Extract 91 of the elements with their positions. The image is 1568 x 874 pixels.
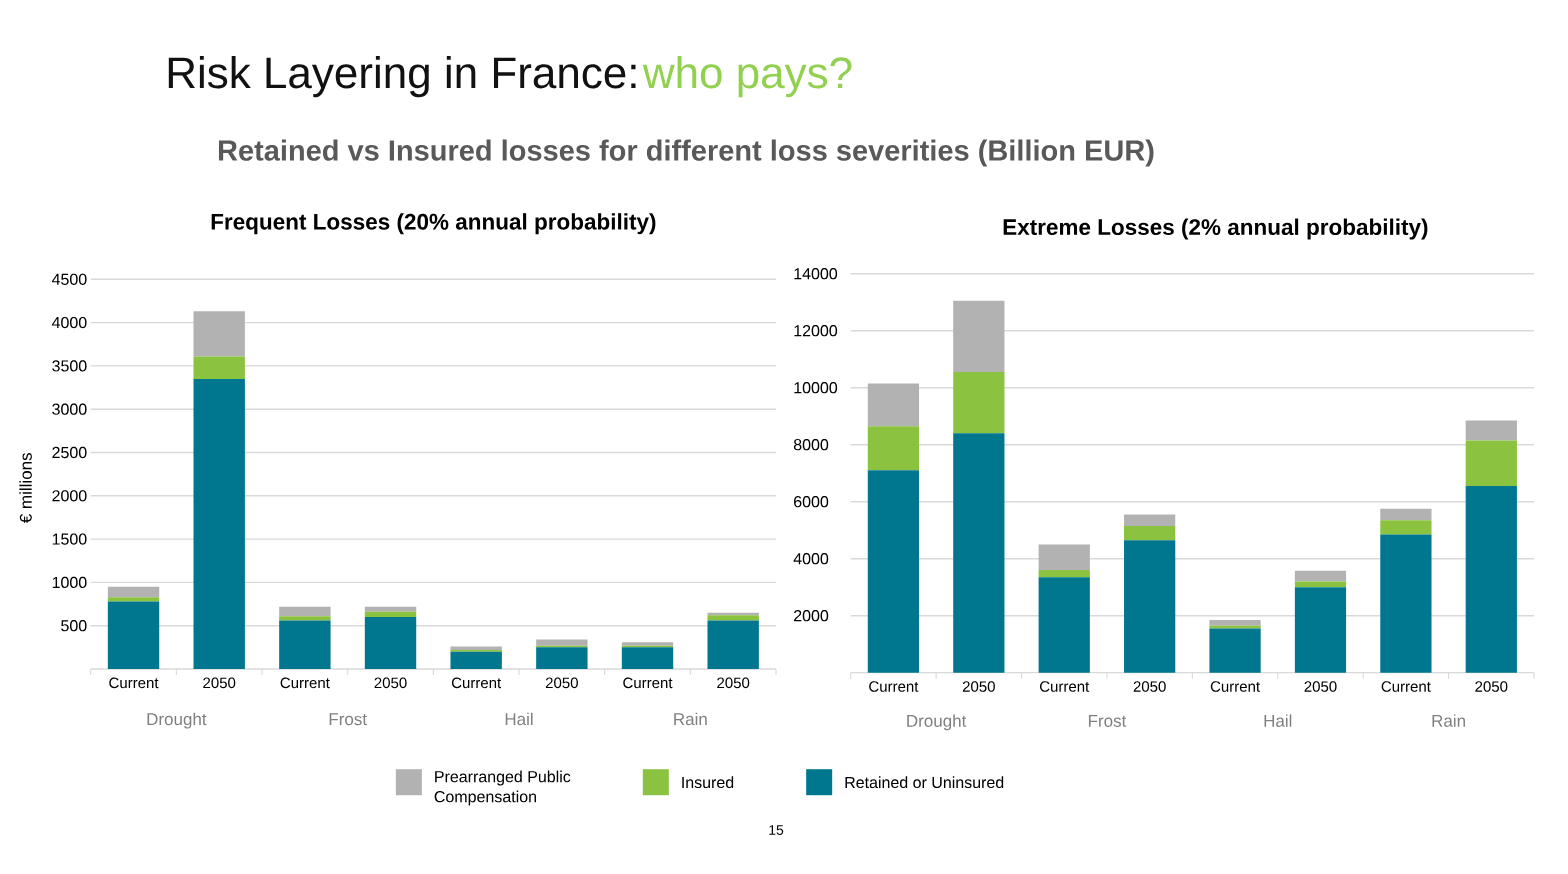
- bar: [707, 620, 759, 670]
- chart-title: Extreme Losses (2% annual probability): [1003, 218, 1428, 240]
- y-tick-label: 12000: [794, 325, 838, 337]
- y-tick-label: 500: [61, 620, 87, 632]
- y-tick-label: 1000: [52, 576, 87, 589]
- text: Hail: [1264, 714, 1292, 727]
- x-tick-label: Current: [1040, 681, 1090, 692]
- x-tick-label: Current: [280, 677, 330, 689]
- x-tick-label: Current: [1210, 681, 1260, 692]
- x-tick-label: 2050: [1133, 681, 1166, 692]
- text: Drought: [147, 712, 207, 729]
- y-tick-label: 3000: [52, 403, 87, 415]
- x-tick-label: Current: [623, 677, 673, 689]
- legend-label: Retained or Uninsured: [845, 776, 1004, 789]
- bar: [1465, 486, 1517, 673]
- x-tick-label: 2050: [1475, 681, 1508, 692]
- bar: [867, 470, 920, 673]
- bar: [1209, 628, 1261, 673]
- x-tick-label: 2050: [717, 677, 750, 689]
- text: who pays?: [642, 56, 852, 98]
- bar: [1209, 619, 1261, 626]
- bar: [1465, 420, 1517, 441]
- bar: [107, 597, 160, 602]
- bar: [193, 311, 245, 357]
- y-tick-label: 2000: [794, 610, 829, 622]
- bar: [450, 651, 502, 670]
- bar: [1294, 570, 1347, 582]
- bar: [364, 617, 417, 670]
- bar: [1038, 544, 1090, 571]
- x-tick-label: 2050: [962, 681, 995, 692]
- y-tick-label: 8000: [793, 439, 829, 451]
- y-tick-label: 1500: [52, 533, 87, 545]
- x-tick-label: 2050: [203, 677, 236, 689]
- bar: [867, 383, 920, 427]
- bar: [193, 356, 245, 379]
- y-tick-label: 14000: [794, 268, 838, 280]
- bar: [364, 611, 417, 618]
- bar: [867, 426, 920, 471]
- y-tick-label: 4000: [793, 553, 829, 565]
- y-tick-label: 4000: [51, 316, 87, 329]
- bar: [953, 433, 1005, 673]
- text: Risk Layering in France:: [168, 56, 636, 98]
- bar: [1038, 577, 1090, 673]
- bar: [1209, 625, 1261, 629]
- bar: [1124, 525, 1176, 541]
- y-axis-title: € millions: [19, 453, 32, 524]
- x-tick-label: Current: [109, 677, 159, 689]
- bar: [1038, 570, 1090, 578]
- bar: [107, 586, 160, 598]
- x-tick-label: Current: [451, 677, 502, 689]
- text: Rain: [1432, 714, 1465, 727]
- text: Rain: [674, 712, 707, 726]
- text: Retained vs Insured losses for different loss severities (Billion EUR): [218, 139, 1154, 167]
- bar: [1465, 440, 1517, 487]
- bar: [536, 647, 588, 670]
- bar: [364, 606, 417, 612]
- bar: [279, 606, 331, 617]
- bar: [1294, 587, 1347, 673]
- x-tick-label: 2050: [1304, 681, 1337, 692]
- x-tick-label: 2050: [374, 677, 407, 689]
- bar: [707, 615, 759, 621]
- text: Drought: [907, 714, 967, 731]
- text: Frost: [329, 713, 367, 726]
- y-tick-label: 6000: [794, 496, 829, 508]
- bar: [1124, 514, 1176, 526]
- bar: [1380, 534, 1432, 673]
- chart-title: Frequent Losses (20% annual probability): [211, 213, 656, 235]
- y-tick-label: 4500: [51, 273, 87, 285]
- text: 15: [769, 825, 784, 835]
- bar: [1380, 520, 1432, 535]
- bar: [107, 601, 160, 670]
- bar: [279, 620, 331, 670]
- bar: [621, 647, 674, 670]
- y-tick-label: 2000: [52, 490, 87, 502]
- y-tick-label: 3500: [52, 360, 87, 372]
- bar: [1380, 508, 1432, 521]
- legend-label: Insured: [682, 776, 734, 789]
- bar: [279, 616, 331, 621]
- bar: [536, 639, 588, 646]
- legend-label: Prearranged Public Compensation: [434, 770, 571, 806]
- bar: [1124, 540, 1176, 673]
- bar: [953, 372, 1005, 434]
- y-tick-label: 10000: [794, 382, 838, 394]
- text: Hail: [505, 712, 533, 726]
- x-tick-label: Current: [1381, 681, 1431, 692]
- x-tick-label: 2050: [545, 677, 578, 689]
- bar: [193, 378, 245, 670]
- y-tick-label: 2500: [52, 446, 87, 459]
- x-tick-label: Current: [869, 681, 919, 692]
- text: Frost: [1088, 715, 1127, 727]
- bar: [953, 300, 1005, 373]
